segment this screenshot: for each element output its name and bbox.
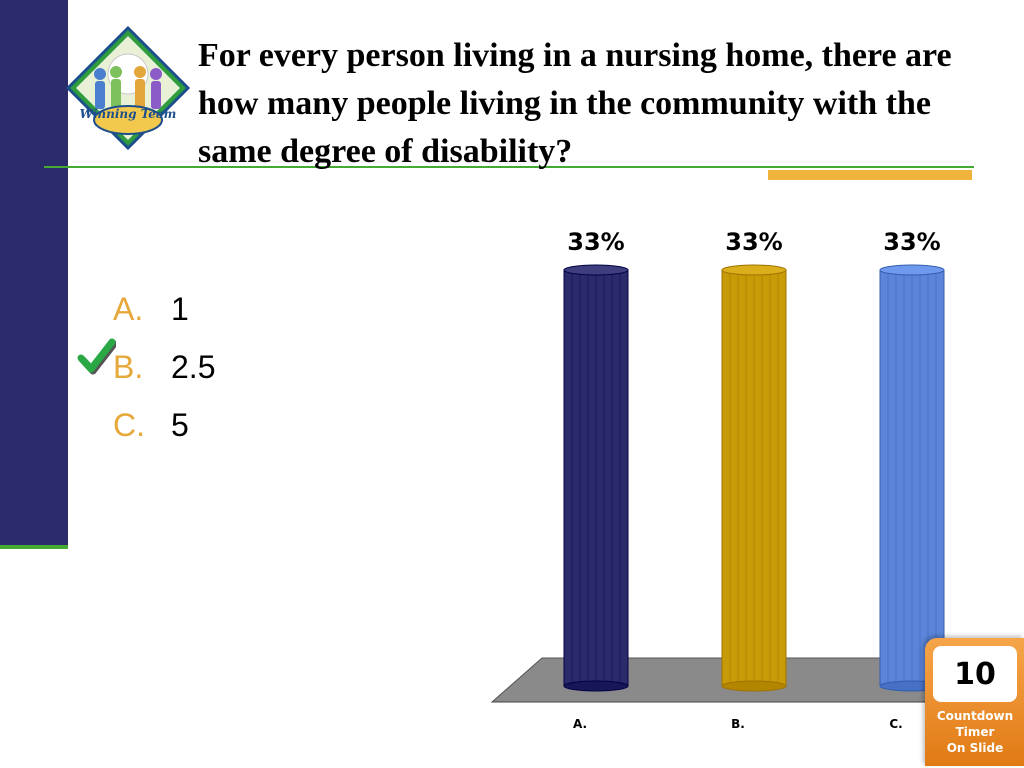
- title-highlight-bar: [768, 170, 972, 180]
- timer-label: Countdown Timer On Slide: [927, 708, 1023, 756]
- timer-label-line: Timer: [955, 725, 995, 739]
- answer-value: 5: [171, 406, 189, 443]
- timer-label-line: On Slide: [946, 741, 1004, 755]
- timer-value: 10: [933, 646, 1017, 702]
- answer-option-b[interactable]: B. 2.5: [113, 338, 215, 396]
- answer-value: 1: [171, 290, 189, 327]
- logo-text: Winning Team: [80, 107, 177, 121]
- chart-data-label: 33%: [725, 228, 782, 256]
- chart-bar: [563, 264, 629, 692]
- answer-list: A. 1 B. 2.5 C. 5: [113, 280, 215, 454]
- answer-value: 2.5: [171, 348, 216, 385]
- title-divider: [44, 166, 974, 168]
- sidebar-accent-line: [0, 545, 68, 549]
- chart-category-label: B.: [731, 717, 745, 731]
- sidebar-band: [0, 0, 68, 545]
- answer-letter: A.: [113, 290, 144, 327]
- chart-bar: [721, 264, 787, 692]
- chart-data-label: 33%: [883, 228, 940, 256]
- chart-category-label: C.: [889, 717, 902, 731]
- answer-option-a[interactable]: A. 1: [113, 280, 215, 338]
- answer-option-c[interactable]: C. 5: [113, 396, 215, 454]
- chart-category-label: A.: [573, 717, 587, 731]
- chart-data-label: 33%: [567, 228, 624, 256]
- question-title: For every person living in a nursing hom…: [198, 37, 952, 170]
- correct-checkmark-icon: [77, 338, 116, 375]
- answer-letter: B.: [113, 348, 144, 385]
- response-bar-chart: 33% A. 33% B. 33% C.: [490, 228, 951, 731]
- winning-team-logo: Winning Team: [66, 26, 190, 151]
- answer-letter: C.: [113, 406, 145, 443]
- timer-label-line: Countdown: [936, 709, 1014, 723]
- chart-bar: [879, 264, 945, 692]
- countdown-timer[interactable]: 10 Countdown Timer On Slide: [925, 638, 1024, 766]
